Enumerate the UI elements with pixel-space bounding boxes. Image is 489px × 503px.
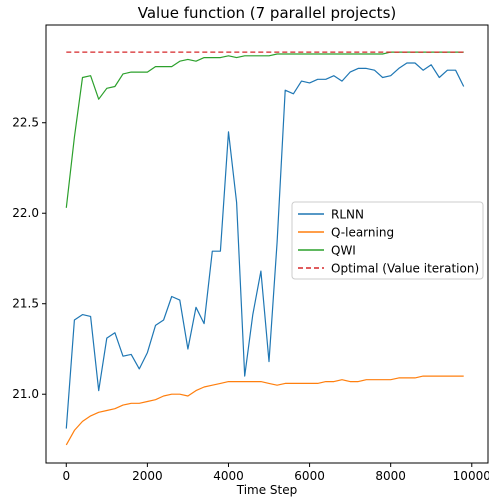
x-tick-label: 4000 xyxy=(213,469,244,483)
legend-entry: QWI xyxy=(331,244,356,258)
series-line-rlnn xyxy=(65,62,465,429)
y-tick-label: 22.0 xyxy=(12,206,39,220)
x-tick-label: 2000 xyxy=(132,469,163,483)
x-tick-label: 0 xyxy=(62,469,70,483)
x-axis-label: Time Step xyxy=(236,483,298,497)
legend-entry: Q-learning xyxy=(331,226,394,240)
y-tick-label: 21.0 xyxy=(12,387,39,401)
plot-area-frame xyxy=(45,24,489,464)
legend-entry: RLNN xyxy=(331,208,364,222)
legend-box xyxy=(291,201,484,280)
legend-entry: Optimal (Value iteration) xyxy=(331,262,479,276)
series-line-q-learning xyxy=(65,375,464,446)
y-tick-label: 21.5 xyxy=(12,297,39,311)
x-tick-label: 6000 xyxy=(294,469,325,483)
legend: RLNN Q-learning QWI Optimal (Value iteratio… xyxy=(291,201,484,280)
x-tick-label: 10000 xyxy=(453,469,489,483)
y-tick-label: 22.5 xyxy=(12,116,39,130)
x-tick-label: 8000 xyxy=(375,469,406,483)
chart-title: Value function (7 parallel projects) xyxy=(138,4,396,22)
